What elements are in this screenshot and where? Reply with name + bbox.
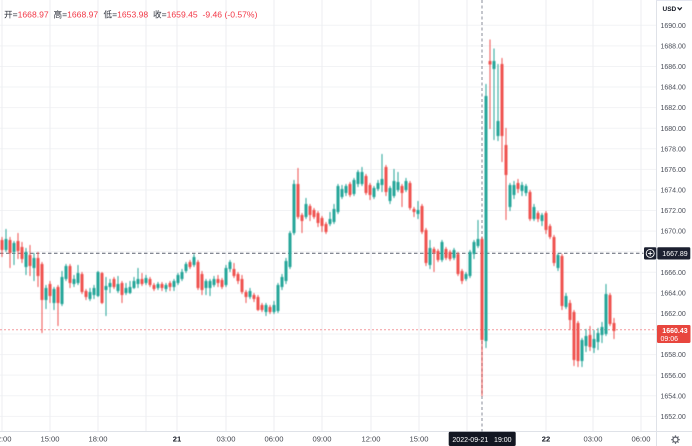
svg-text:06:00: 06:00 bbox=[264, 435, 283, 444]
svg-text:USD: USD bbox=[663, 6, 677, 13]
svg-text:收=1659.45: 收=1659.45 bbox=[153, 8, 198, 19]
svg-text:1690.00: 1690.00 bbox=[661, 23, 686, 30]
svg-text:1672.00: 1672.00 bbox=[661, 208, 686, 215]
svg-text:-9.46 (-0.57%): -9.46 (-0.57%) bbox=[203, 9, 258, 19]
svg-text:1666.00: 1666.00 bbox=[661, 270, 686, 277]
svg-text:1652.00: 1652.00 bbox=[661, 414, 686, 421]
svg-text:1684.00: 1684.00 bbox=[661, 85, 686, 92]
svg-text:1664.00: 1664.00 bbox=[661, 290, 686, 297]
svg-text:22: 22 bbox=[542, 435, 550, 444]
svg-text:1674.00: 1674.00 bbox=[661, 188, 686, 195]
svg-text:21: 21 bbox=[173, 435, 182, 444]
svg-text:06:00: 06:00 bbox=[631, 435, 650, 444]
svg-text:1688.00: 1688.00 bbox=[661, 44, 686, 51]
svg-text:18:00: 18:00 bbox=[88, 435, 107, 444]
svg-text:1686.00: 1686.00 bbox=[661, 64, 686, 71]
svg-text:1670.00: 1670.00 bbox=[661, 229, 686, 236]
svg-text:开=1668.97: 开=1668.97 bbox=[4, 9, 49, 19]
svg-text:低=1653.98: 低=1653.98 bbox=[104, 8, 149, 19]
svg-text:1662.00: 1662.00 bbox=[661, 311, 686, 318]
svg-text:1667.89: 1667.89 bbox=[662, 251, 687, 258]
svg-text:1680.00: 1680.00 bbox=[661, 126, 686, 133]
svg-text:12:00: 12:00 bbox=[0, 435, 12, 444]
svg-text:1682.00: 1682.00 bbox=[661, 105, 686, 112]
svg-text:2022-09-21 19:00: 2022-09-21 19:00 bbox=[452, 437, 511, 444]
svg-text:03:00: 03:00 bbox=[216, 435, 235, 444]
svg-text:15:00: 15:00 bbox=[409, 435, 428, 444]
svg-text:03:00: 03:00 bbox=[583, 435, 602, 444]
svg-text:1654.00: 1654.00 bbox=[661, 393, 686, 400]
svg-text:1658.00: 1658.00 bbox=[661, 352, 686, 359]
svg-text:1676.00: 1676.00 bbox=[661, 167, 686, 174]
svg-text:1656.00: 1656.00 bbox=[661, 373, 686, 380]
svg-text:15:00: 15:00 bbox=[40, 435, 59, 444]
svg-text:1678.00: 1678.00 bbox=[661, 146, 686, 153]
svg-text:09:06: 09:06 bbox=[661, 336, 679, 343]
svg-text:09:00: 09:00 bbox=[312, 435, 331, 444]
svg-text:高=1668.97: 高=1668.97 bbox=[54, 8, 99, 19]
svg-text:12:00: 12:00 bbox=[361, 435, 380, 444]
svg-text:1660.43: 1660.43 bbox=[662, 328, 687, 335]
